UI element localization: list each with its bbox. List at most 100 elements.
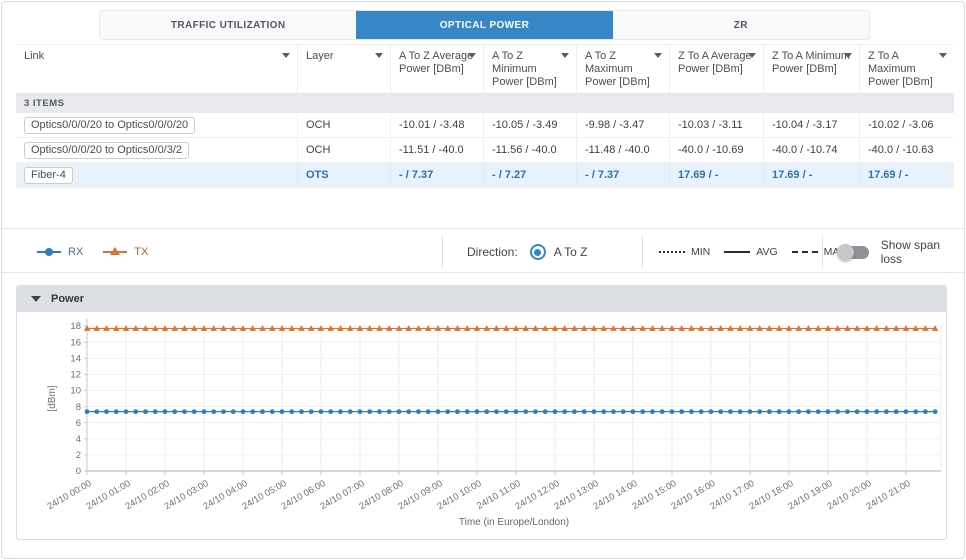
column-header-a-to-z-minimum[interactable]: A To Z MinimumPower [DBm]	[484, 45, 577, 93]
rx-marker	[835, 409, 840, 414]
rx-marker	[933, 409, 938, 414]
link-chip[interactable]: Fiber-4	[24, 167, 73, 184]
avg-label: AVG	[756, 246, 777, 258]
tab-zr[interactable]: ZR	[613, 11, 869, 39]
rx-marker	[202, 409, 207, 414]
column-header-z-to-a-maximum[interactable]: Z To A MaximumPower [DBm]	[860, 45, 954, 93]
legend-divider-2	[642, 236, 643, 268]
column-header-a-to-z-average[interactable]: A To Z AveragePower [DBm]	[391, 45, 484, 93]
tab-optical-power[interactable]: OPTICAL POWER	[356, 11, 612, 39]
rx-marker	[816, 409, 821, 414]
rx-marker	[153, 409, 158, 414]
column-dropdown-caret-icon[interactable]	[282, 53, 290, 58]
rx-marker	[319, 409, 324, 414]
rx-marker	[767, 409, 772, 414]
rx-marker	[309, 409, 314, 414]
rx-marker	[367, 409, 372, 414]
column-dropdown-caret-icon[interactable]	[844, 53, 852, 58]
y-axis-title: [dBm]	[47, 385, 58, 411]
rx-marker	[865, 409, 870, 414]
rx-marker	[455, 409, 460, 414]
column-header-layer[interactable]: Layer	[298, 45, 391, 93]
power-panel-header[interactable]: Power	[17, 286, 946, 312]
x-tick-label: 24/10 21:00	[864, 478, 912, 511]
radio-dot-icon	[534, 249, 541, 256]
table-row-optics0-0-0-20-to-optics0-0-0-20[interactable]: Optics0/0/0/20 to Optics0/0/0/20 OCH -10.0…	[16, 113, 954, 138]
column-header-z-to-a-average[interactable]: Z To A AveragePower [DBm]	[670, 45, 764, 93]
column-dropdown-caret-icon[interactable]	[939, 53, 947, 58]
rx-marker	[611, 409, 616, 414]
rx-marker	[728, 409, 733, 414]
rx-marker	[689, 409, 694, 414]
rx-dot-marker-icon	[45, 248, 53, 256]
column-label: A To Z Minimum	[492, 50, 568, 76]
rx-marker	[94, 409, 99, 414]
power-value-cell: -10.03 / -3.11	[670, 113, 764, 137]
rx-marker	[133, 409, 138, 414]
show-span-loss-toggle[interactable]	[839, 246, 869, 259]
collapse-caret-icon[interactable]	[31, 296, 41, 302]
power-value-cell: -40.0 / -10.69	[670, 138, 764, 162]
rx-marker	[533, 409, 538, 414]
table-row-fiber-4[interactable]: Fiber-4OTS- / 7.37- / 7.27- / 7.3717.69 …	[16, 163, 954, 188]
y-tick-label: 18	[70, 321, 81, 332]
direction-a-to-z-radio[interactable]	[530, 244, 546, 260]
span-loss-group: Show span loss	[839, 232, 964, 272]
link-cell[interactable]: Fiber-4	[16, 163, 298, 187]
min-dotted-line-icon	[659, 251, 685, 253]
column-header-link[interactable]: Link	[16, 45, 298, 93]
power-value-cell: - / 7.37	[577, 163, 670, 187]
power-value-cell: -40.0 / -10.74	[764, 138, 860, 162]
direction-value-label: A To Z	[554, 245, 588, 259]
rx-marker	[806, 409, 811, 414]
rx-marker	[241, 409, 246, 414]
series-legend-group: RX TX	[37, 232, 168, 272]
link-chip[interactable]: Optics0/0/0/20 to Optics0/0/3/2	[24, 142, 189, 159]
rx-marker	[874, 409, 879, 414]
tab-traffic-utilization[interactable]: TRAFFIC UTILIZATION	[100, 11, 356, 39]
link-cell[interactable]: Optics0/0/0/20 to Optics0/0/3/2	[16, 138, 298, 162]
column-label-line2: Power [DBm]	[772, 63, 851, 76]
rx-marker	[465, 409, 470, 414]
rx-marker	[280, 409, 285, 414]
rx-marker	[640, 409, 645, 414]
y-tick-label: 10	[70, 386, 81, 397]
layer-cell: OCH	[298, 113, 391, 137]
rx-marker	[748, 409, 753, 414]
tx-legend-label[interactable]: TX	[134, 246, 148, 258]
stat-lines-group: MIN AVG MAX	[659, 232, 860, 272]
toggle-knob-icon	[837, 244, 854, 261]
column-dropdown-caret-icon[interactable]	[748, 53, 756, 58]
section-divider-top	[2, 228, 964, 229]
column-dropdown-caret-icon[interactable]	[468, 53, 476, 58]
rx-marker	[709, 409, 714, 414]
rx-marker	[426, 409, 431, 414]
power-value-cell: -11.56 / -40.0	[484, 138, 577, 162]
power-chart[interactable]: 02468101214161824/10 00:0024/10 01:0024/…	[17, 312, 946, 539]
column-dropdown-caret-icon[interactable]	[561, 53, 569, 58]
rx-marker	[494, 409, 499, 414]
y-tick-label: 8	[76, 402, 81, 413]
rx-marker	[250, 409, 255, 414]
rx-marker	[85, 409, 90, 414]
table-body: Optics0/0/0/20 to Optics0/0/0/20 OCH -10.0…	[16, 113, 954, 188]
rx-legend-label[interactable]: RX	[68, 246, 83, 258]
y-tick-label: 6	[76, 418, 81, 429]
x-tick-label: 24/10 10:00	[435, 478, 483, 511]
column-header-z-to-a-minimum[interactable]: Z To A MinimumPower [DBm]	[764, 45, 860, 93]
direction-group: Direction: A To Z	[467, 232, 587, 272]
column-header-a-to-z-maximum[interactable]: A To Z MaximumPower [DBm]	[577, 45, 670, 93]
column-dropdown-caret-icon[interactable]	[375, 53, 383, 58]
links-table: LinkLayerA To Z AveragePower [DBm]A To Z…	[16, 44, 954, 188]
column-dropdown-caret-icon[interactable]	[654, 53, 662, 58]
y-tick-label: 0	[76, 466, 81, 477]
link-chip[interactable]: Optics0/0/0/20 to Optics0/0/0/20	[24, 117, 195, 134]
tx-triangle-marker-icon	[110, 247, 120, 255]
section-divider-bottom	[2, 272, 964, 273]
table-row-optics0-0-0-20-to-optics0-0-3-2[interactable]: Optics0/0/0/20 to Optics0/0/3/2OCH-11.51…	[16, 138, 954, 163]
rx-marker	[143, 409, 148, 414]
rx-marker	[826, 409, 831, 414]
rx-marker	[631, 409, 636, 414]
rx-marker	[231, 409, 236, 414]
link-cell[interactable]: Optics0/0/0/20 to Optics0/0/0/20	[16, 113, 298, 137]
